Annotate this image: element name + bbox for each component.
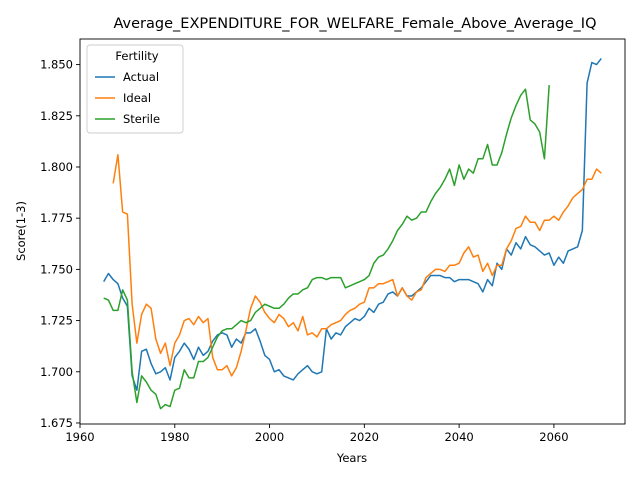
x-axis-ticks: 1960 1980 2000 2020 2040 2060 <box>65 424 569 444</box>
x-tick-label: 2000 <box>255 430 284 444</box>
x-tick-label: 2020 <box>350 430 379 444</box>
chart-title: Average_EXPENDITURE_FOR_WELFARE_Female_A… <box>113 16 596 32</box>
y-tick-label: 1.675 <box>40 416 73 430</box>
x-tick-label: 1980 <box>160 430 189 444</box>
y-tick-label: 1.700 <box>40 365 73 379</box>
y-tick-label: 1.800 <box>40 160 73 174</box>
y-tick-label: 1.850 <box>40 58 73 72</box>
series-line-sterile <box>103 85 550 410</box>
legend-label-actual: Actual <box>123 70 159 84</box>
legend-label-ideal: Ideal <box>123 91 151 105</box>
legend: Fertility Actual Ideal Sterile <box>86 44 184 134</box>
x-tick-label: 2040 <box>444 430 473 444</box>
x-axis-label: Years <box>336 451 367 465</box>
y-tick-label: 1.750 <box>40 262 73 276</box>
y-axis-label: Score(1-3) <box>14 201 28 261</box>
series-line-actual <box>103 57 602 391</box>
y-tick-label: 1.825 <box>40 109 73 123</box>
x-tick-label: 2060 <box>539 430 568 444</box>
plot-frame <box>79 38 626 425</box>
series-layer <box>103 57 602 410</box>
legend-title: Fertility <box>115 49 158 63</box>
x-tick-label: 1960 <box>65 430 94 444</box>
y-tick-label: 1.775 <box>40 211 73 225</box>
series-line-ideal <box>112 153 602 377</box>
y-axis-ticks: 1.675 1.700 1.725 1.750 1.775 1.800 1.825 1.850 <box>40 58 80 430</box>
legend-box <box>86 44 184 134</box>
legend-label-sterile: Sterile <box>123 112 160 126</box>
y-tick-label: 1.725 <box>40 314 73 328</box>
